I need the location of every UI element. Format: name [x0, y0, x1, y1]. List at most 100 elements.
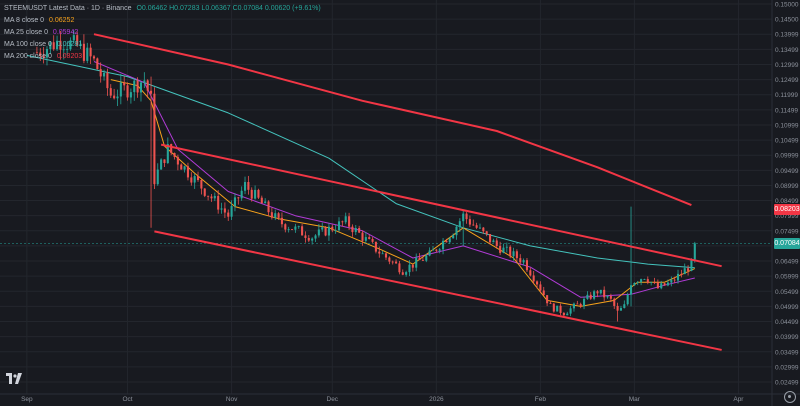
candle-body — [52, 42, 55, 50]
candle-body — [358, 228, 361, 233]
y-tick-label: 0.08499 — [775, 198, 799, 205]
y-tick-label: 0.10499 — [775, 138, 799, 145]
candle-body — [472, 224, 475, 226]
legend-ma200[interactable]: MA 200 close 0 0.08203 — [4, 51, 321, 63]
candle-body — [62, 49, 65, 51]
candle-body — [633, 282, 636, 286]
trend-channel — [154, 143, 722, 351]
y-tick-label: 0.10999 — [775, 122, 799, 129]
candle-body — [217, 195, 220, 210]
last-price-label: 0.07084 — [774, 237, 800, 249]
candle-body — [519, 258, 522, 263]
candle-body — [129, 92, 132, 98]
candle-body — [623, 304, 626, 309]
candle-body — [559, 305, 562, 313]
channel-line — [160, 143, 722, 268]
candle-body — [45, 49, 49, 58]
candle-body — [428, 250, 431, 256]
candle-body — [170, 144, 173, 154]
candle-body — [529, 270, 532, 276]
y-tick-label: 0.12999 — [775, 62, 799, 69]
candle-body — [240, 190, 243, 199]
candle-body — [613, 298, 616, 306]
candle-body — [371, 238, 374, 242]
y-tick-label: 0.03999 — [775, 334, 799, 341]
candle-body — [666, 282, 669, 286]
candle-body — [344, 216, 347, 223]
chart-title: STEEMUSDT Latest Data · 1D · Binance — [4, 5, 132, 12]
candle-body — [314, 235, 317, 239]
candle-body — [119, 82, 122, 97]
candle-body — [351, 226, 354, 233]
x-tick-label: Nov — [226, 396, 238, 403]
candle-body — [193, 176, 196, 183]
legend-ma25[interactable]: MA 25 close 0 0.05942 — [4, 27, 321, 39]
y-tick-label: 0.02999 — [775, 364, 799, 371]
candle-body — [337, 221, 341, 231]
candle-body — [415, 257, 418, 268]
candle-body — [693, 243, 696, 260]
candle-body — [576, 303, 579, 305]
y-tick-label: 0.06499 — [775, 259, 799, 266]
settings-gear-icon[interactable] — [784, 391, 796, 403]
candle-body — [287, 229, 290, 230]
candle-body — [163, 159, 166, 164]
candle-body — [348, 216, 351, 227]
candle-body — [106, 72, 109, 89]
legend-ma100[interactable]: MA 100 close 0 0.06281 — [4, 39, 321, 51]
candle-body — [478, 227, 482, 229]
y-tick-label: 0.07999 — [775, 213, 799, 220]
candle-body — [676, 273, 680, 281]
y-tick-label: 0.04999 — [775, 304, 799, 311]
candle-body — [42, 55, 45, 58]
y-tick-label: 0.02499 — [775, 380, 799, 387]
ma-line — [26, 54, 695, 269]
candle-body — [683, 268, 686, 275]
candle-body — [489, 234, 492, 243]
candle-body — [270, 212, 273, 218]
candle-body — [482, 227, 485, 232]
candle-body — [465, 213, 468, 220]
legend-ma8[interactable]: MA 8 close 0 0.06252 — [4, 15, 321, 27]
candle-body — [619, 308, 622, 311]
candle-body — [59, 40, 62, 50]
grid — [0, 0, 772, 394]
y-tick-label: 0.04499 — [775, 319, 799, 326]
candle-body — [317, 229, 320, 236]
candle-body — [150, 90, 153, 94]
candle-body — [636, 282, 639, 283]
candle-body — [435, 249, 438, 251]
tradingview-logo-icon[interactable] — [6, 373, 22, 385]
y-tick-label: 0.14500 — [775, 17, 799, 24]
y-tick-label: 0.11999 — [775, 92, 798, 99]
candle-body — [186, 166, 190, 178]
candle-body — [220, 208, 223, 210]
candle-body — [690, 259, 693, 271]
candle-body — [123, 82, 126, 86]
candle-body — [593, 291, 596, 299]
candle-body — [475, 225, 478, 228]
candle-body — [522, 260, 525, 263]
y-tick-label: 0.05499 — [775, 289, 799, 296]
candle-body — [411, 264, 414, 268]
candle-body — [267, 201, 270, 213]
candle-body — [99, 69, 102, 77]
candle-body — [405, 272, 408, 275]
x-tick-label: 2026 — [429, 396, 444, 403]
candle-body — [237, 197, 240, 199]
candle-body — [525, 260, 529, 271]
y-tick-label: 0.09999 — [775, 153, 799, 160]
candle-body — [307, 237, 310, 241]
candle-body — [136, 80, 139, 93]
candle-body — [176, 156, 179, 165]
candle-body — [146, 80, 149, 91]
ma100-value: 0.06281 — [56, 41, 83, 48]
candle-body — [626, 294, 629, 305]
ma200-price-label: 0.08203 — [774, 204, 800, 216]
candle-body — [160, 159, 163, 170]
candle-body — [69, 40, 72, 50]
x-tick-label: Apr — [733, 396, 744, 403]
candle-body — [425, 255, 428, 261]
candle-body — [39, 52, 42, 56]
